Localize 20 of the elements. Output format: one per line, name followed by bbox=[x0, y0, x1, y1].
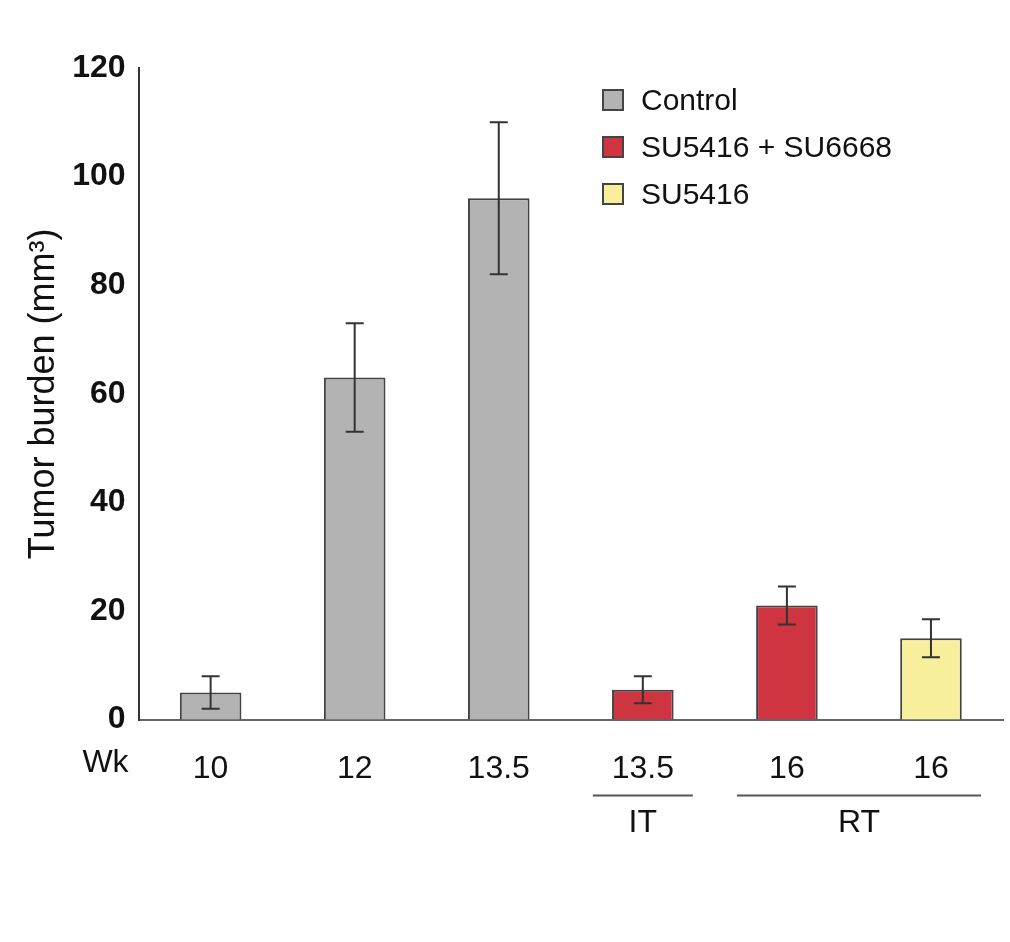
x-tick-label: 13.5 bbox=[467, 748, 530, 785]
x-tick-label: 12 bbox=[336, 748, 373, 785]
y-axis-title: Tumor burden (mm³) bbox=[20, 228, 62, 560]
x-axis-title: Wk bbox=[82, 743, 130, 780]
x-tick-label: 13.5 bbox=[611, 748, 674, 785]
legend-label: SU5416 + SU6668 bbox=[641, 130, 893, 164]
x-tick-label: 16 bbox=[913, 748, 949, 785]
x-tick-label: 10 bbox=[192, 748, 229, 785]
text: RT bbox=[837, 803, 880, 840]
y-tick-label: 60 bbox=[90, 373, 126, 410]
y-tick-label: 20 bbox=[90, 590, 126, 627]
y-tick-label: 80 bbox=[90, 265, 126, 302]
y-tick-label: 100 bbox=[72, 156, 126, 193]
x-tick-label: 16 bbox=[769, 748, 805, 785]
legend-label: SU5416 bbox=[641, 177, 750, 211]
y-tick-label: 0 bbox=[107, 699, 126, 736]
legend-label: Control bbox=[641, 83, 738, 117]
text: IT bbox=[628, 803, 658, 840]
y-tick-label: 40 bbox=[90, 482, 126, 519]
y-tick-label: 120 bbox=[72, 47, 126, 84]
